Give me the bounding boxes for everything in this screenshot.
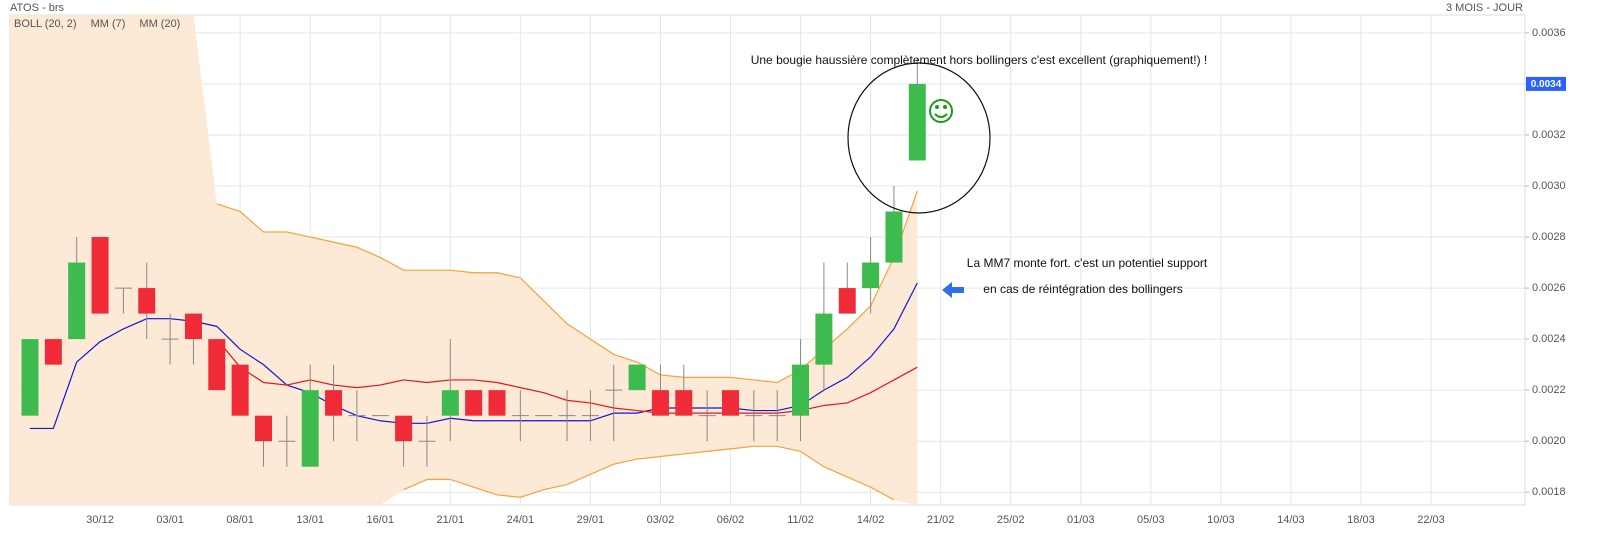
candle-body <box>231 364 249 416</box>
highlight-circle <box>847 62 991 214</box>
candle-body <box>722 390 739 416</box>
candle-body <box>441 390 459 416</box>
candle-body <box>138 288 156 314</box>
price-label: 0.0034 <box>1531 79 1562 90</box>
price-marker <box>1526 76 1566 91</box>
candle-body <box>301 390 319 467</box>
candle-body <box>675 390 693 416</box>
x-tick-label: 24/01 <box>507 514 535 526</box>
y-tick-label: 0.0028 <box>1532 231 1566 243</box>
candle-body <box>21 339 39 416</box>
legend-entry: MM (20) <box>139 18 180 30</box>
moving-average <box>30 282 918 430</box>
candle-body <box>184 313 202 340</box>
y-tick-label: 0.0018 <box>1532 486 1566 498</box>
x-tick-label: 05/03 <box>1137 514 1165 526</box>
y-tick-label: 0.0020 <box>1532 435 1566 447</box>
plot-layer <box>10 15 1525 505</box>
annotation: Une bougie haussière complètement hors b… <box>751 53 1208 67</box>
y-tick-label: 0.0022 <box>1532 384 1566 396</box>
x-tick-label: 03/02 <box>647 514 675 526</box>
candle-body <box>255 415 272 442</box>
x-tick-label: 01/03 <box>1067 514 1095 526</box>
candle-body <box>325 390 343 416</box>
candle-body <box>395 415 413 442</box>
candle-body <box>651 390 669 416</box>
chart-title: ATOS - brs <box>10 2 64 14</box>
x-tick-label: 16/01 <box>366 514 394 526</box>
legend-entry: BOLL (20, 2) <box>14 18 77 30</box>
period-label: 3 MOIS - JOUR <box>1446 2 1523 14</box>
candle-body <box>208 339 226 391</box>
y-tick-label: 0.0036 <box>1532 27 1566 39</box>
candle-body <box>885 211 903 263</box>
candle-body <box>838 288 856 314</box>
y-tick-label: 0.0030 <box>1532 180 1566 192</box>
x-tick-label: 21/01 <box>437 514 465 526</box>
y-tick-label: 0.0024 <box>1532 333 1566 345</box>
annotation: La MM7 monte fort. c'est un potentiel su… <box>967 256 1208 270</box>
arrow <box>942 282 964 298</box>
candle-body <box>862 262 880 289</box>
candle-body <box>908 83 926 161</box>
x-tick-label: 29/01 <box>577 514 605 526</box>
y-tick-label: 0.0032 <box>1532 129 1566 141</box>
candle-body <box>628 364 646 391</box>
candle-body <box>465 390 483 416</box>
x-tick-label: 10/03 <box>1207 514 1235 526</box>
candle-body <box>68 262 86 340</box>
bollinger-lower <box>403 445 895 501</box>
x-tick-label: 13/01 <box>296 514 324 526</box>
candle-body <box>91 237 109 314</box>
x-tick-label: 18/03 <box>1347 514 1375 526</box>
x-tick-label: 11/02 <box>787 514 814 526</box>
candle-body <box>44 339 62 365</box>
candle-body <box>488 390 506 416</box>
annotation: en cas de réintégration des bollingers <box>983 282 1182 296</box>
x-tick-label: 22/03 <box>1417 514 1445 526</box>
x-tick-label: 14/02 <box>857 514 885 526</box>
x-tick-label: 14/03 <box>1277 514 1305 526</box>
x-tick-label: 06/02 <box>717 514 745 526</box>
smiley <box>929 99 953 123</box>
x-tick-label: 30/12 <box>86 514 114 526</box>
x-tick-label: 08/01 <box>226 514 254 526</box>
candle-body <box>815 313 833 365</box>
x-tick-label: 03/01 <box>156 514 184 526</box>
legend-entry: MM (7) <box>91 18 126 30</box>
y-tick-label: 0.0026 <box>1532 282 1566 294</box>
candle-body <box>792 364 810 416</box>
x-tick-label: 21/02 <box>927 514 955 526</box>
x-tick-label: 25/02 <box>997 514 1025 526</box>
